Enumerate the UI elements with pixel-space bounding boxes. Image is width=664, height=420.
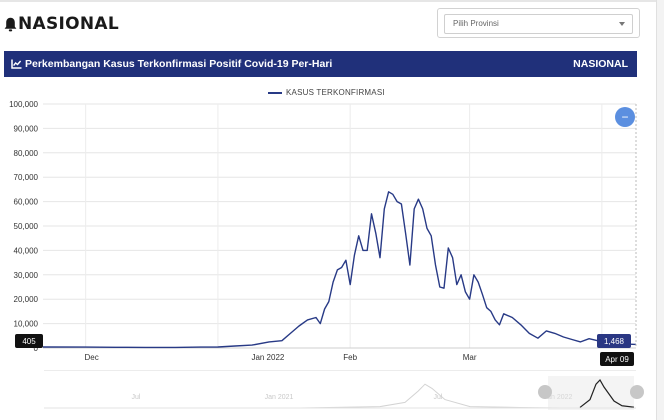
navigator-label: Jul [132,394,141,401]
navigator-label: Jul [434,394,443,401]
y-tick-label: 10,000 [14,320,39,329]
y-axis-ticks: 0 10,000 20,000 30,000 40,000 50,000 60,000 70,… [9,100,38,353]
page-header: NASIONAL [4,12,119,36]
y-tick-label: 100,000 [9,100,38,109]
chart-grid [43,103,636,349]
navigator-label: Jan 2022 [544,394,573,401]
chart-legend-item[interactable]: KASUS TERKONFIRMASI [268,88,385,97]
y-tick-label: 60,000 [14,198,39,207]
chevron-down-icon [619,22,625,26]
reset-zoom-button[interactable]: − [615,107,635,127]
province-select-value: Pilih Provinsi [453,19,499,28]
current-value-flag: 1,468 [597,334,631,348]
y-tick-label: 30,000 [14,271,39,280]
y-tick-label: 80,000 [14,149,39,158]
x-tick-label: Mar [463,353,477,362]
y-tick-label: 20,000 [14,295,39,304]
x-tick-label: Jan 2022 [251,353,284,362]
current-date-flag: Apr 09 [600,352,634,366]
legend-swatch [268,91,282,94]
x-tick-label: Feb [343,353,357,362]
legend-label: KASUS TERKONFIRMASI [286,88,385,97]
navigator-history-line [299,383,561,409]
province-select[interactable]: Pilih Provinsi [437,8,640,38]
y-tick-label: 0 [34,344,39,353]
x-tick-label: Dec [85,353,99,362]
navigator-right-handle[interactable] [630,385,644,399]
y-tick-label: 90,000 [14,124,39,133]
x-axis-ticks: Dec Jan 2022 Feb Mar [85,353,477,362]
navigator-chart: Jul Jan 2021 Jul Jan 2022 [44,376,636,410]
chart-panel-header: Perkembangan Kasus Terkonfirmasi Positif… [4,51,637,77]
province-select-box[interactable]: Pilih Provinsi [444,14,633,34]
series-line-kasus-terkonfirmasi[interactable] [42,191,637,349]
start-value-flag: 405 [15,334,43,348]
page-scrollbar[interactable] [656,0,664,420]
navigator-left-handle[interactable] [538,385,552,399]
top-scroll-strip [0,0,664,2]
y-tick-label: 40,000 [14,246,39,255]
navigator-label: Jan 2021 [265,394,294,401]
line-chart-icon [11,59,22,69]
chart-panel-scope: NASIONAL [573,58,628,70]
y-tick-label: 50,000 [14,222,39,231]
y-tick-label: 70,000 [14,173,39,182]
navigator-current-line [579,379,635,408]
navigator-panel[interactable] [44,370,644,410]
page-title: NASIONAL [18,14,120,34]
chart-panel-title: Perkembangan Kasus Terkonfirmasi Positif… [25,58,333,70]
bell-icon [4,17,17,31]
